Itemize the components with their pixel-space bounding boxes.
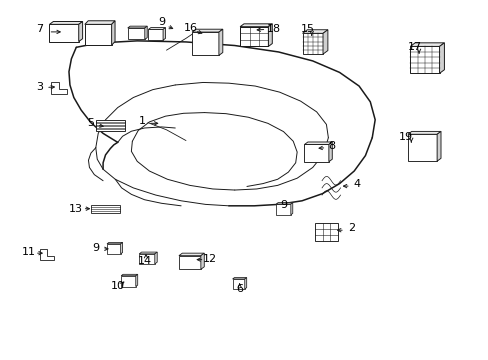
Polygon shape xyxy=(219,29,223,55)
Polygon shape xyxy=(201,253,204,269)
Polygon shape xyxy=(304,142,331,144)
Polygon shape xyxy=(439,43,444,73)
Text: 11: 11 xyxy=(22,247,36,257)
Polygon shape xyxy=(240,27,268,46)
Polygon shape xyxy=(127,28,144,40)
Text: 3: 3 xyxy=(36,82,43,92)
Text: 1: 1 xyxy=(138,116,145,126)
Text: 10: 10 xyxy=(110,281,124,291)
Text: 4: 4 xyxy=(352,179,360,189)
Text: 7: 7 xyxy=(36,24,43,35)
Polygon shape xyxy=(304,144,328,162)
Polygon shape xyxy=(96,120,124,131)
Polygon shape xyxy=(107,242,122,244)
Polygon shape xyxy=(111,21,115,45)
Polygon shape xyxy=(139,252,157,254)
Text: 17: 17 xyxy=(407,42,421,52)
Polygon shape xyxy=(232,278,246,279)
Polygon shape xyxy=(179,256,201,269)
Text: 5: 5 xyxy=(87,118,94,128)
Polygon shape xyxy=(244,278,246,289)
Polygon shape xyxy=(107,244,121,254)
Polygon shape xyxy=(409,43,444,46)
Polygon shape xyxy=(121,274,138,276)
Polygon shape xyxy=(40,249,54,260)
Polygon shape xyxy=(276,204,290,215)
Polygon shape xyxy=(179,253,204,256)
Text: 6: 6 xyxy=(236,284,243,294)
Polygon shape xyxy=(148,28,165,30)
Text: 2: 2 xyxy=(347,224,355,233)
Polygon shape xyxy=(121,276,136,287)
Text: 16: 16 xyxy=(183,23,198,33)
Polygon shape xyxy=(290,203,292,215)
Polygon shape xyxy=(409,46,439,73)
Polygon shape xyxy=(91,206,120,213)
Text: 9: 9 xyxy=(158,17,165,27)
Polygon shape xyxy=(127,26,147,28)
Polygon shape xyxy=(84,24,111,45)
Polygon shape xyxy=(407,131,440,134)
Text: 15: 15 xyxy=(300,24,314,35)
Polygon shape xyxy=(268,24,272,46)
Polygon shape xyxy=(314,224,337,240)
Polygon shape xyxy=(436,131,440,161)
Polygon shape xyxy=(155,252,157,264)
Polygon shape xyxy=(49,24,79,41)
Polygon shape xyxy=(323,30,327,54)
Text: 13: 13 xyxy=(69,204,83,214)
Text: 9: 9 xyxy=(279,200,286,210)
Polygon shape xyxy=(49,22,82,24)
Polygon shape xyxy=(240,27,268,46)
Text: 12: 12 xyxy=(203,254,217,264)
Polygon shape xyxy=(51,82,67,94)
Text: 9: 9 xyxy=(92,243,99,253)
Text: 8: 8 xyxy=(328,141,335,151)
Polygon shape xyxy=(148,30,163,40)
Text: 19: 19 xyxy=(398,132,412,142)
Text: 14: 14 xyxy=(137,256,151,266)
Polygon shape xyxy=(302,33,323,54)
Polygon shape xyxy=(302,30,327,33)
Polygon shape xyxy=(232,279,244,289)
Polygon shape xyxy=(240,24,272,27)
Polygon shape xyxy=(163,28,165,40)
Polygon shape xyxy=(407,134,436,161)
Polygon shape xyxy=(192,29,223,32)
Text: 18: 18 xyxy=(266,24,280,35)
Polygon shape xyxy=(192,32,219,55)
Polygon shape xyxy=(328,142,331,162)
Polygon shape xyxy=(136,274,138,287)
Polygon shape xyxy=(121,242,122,254)
Polygon shape xyxy=(84,21,115,24)
Polygon shape xyxy=(139,254,155,264)
Polygon shape xyxy=(144,26,147,40)
Polygon shape xyxy=(276,203,292,204)
Polygon shape xyxy=(79,22,82,41)
